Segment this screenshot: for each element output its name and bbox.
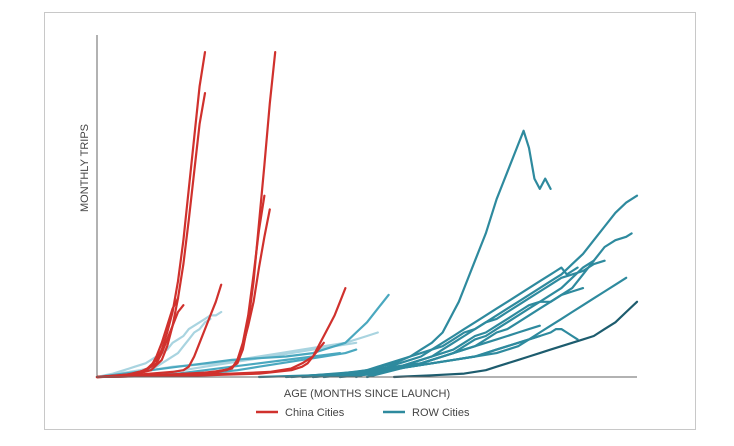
series-line-row-cities-6 (355, 266, 579, 379)
series-line-china-cities-1 (95, 91, 207, 379)
plot-area (95, 50, 639, 379)
series-line-china-cities-3 (95, 304, 185, 379)
legend-item-row: ROW Cities (383, 407, 470, 419)
legend: China Cities ROW Cities (256, 407, 470, 419)
series-line-row-cities-5 (338, 129, 552, 379)
series-line-row-cities-light-1 (95, 317, 212, 379)
series-line-row-cities-dark-0 (392, 300, 639, 379)
line-chart: MONTHLY TRIPS AGE (MONTHS SINCE LAUNCH) … (79, 35, 639, 419)
series-line-china-cities-4 (95, 283, 223, 379)
legend-label-china: China Cities (285, 407, 345, 419)
x-axis-title: AGE (MONTHS SINCE LAUNCH) (284, 388, 450, 400)
series-line-row-cities-9 (290, 276, 628, 379)
series-line-row-cities-3 (338, 259, 595, 379)
series-line-row-cities-light-0 (95, 310, 223, 379)
legend-item-china: China Cities (256, 407, 345, 419)
legend-label-row: ROW Cities (412, 407, 470, 419)
series-line-row-cities-mid-0 (95, 293, 390, 379)
chart-frame: MONTHLY TRIPS AGE (MONTHS SINCE LAUNCH) … (44, 12, 696, 430)
y-axis-title: MONTHLY TRIPS (79, 124, 91, 212)
series-line-row-cities-10 (322, 334, 541, 379)
series-line-china-cities-9 (95, 341, 325, 379)
